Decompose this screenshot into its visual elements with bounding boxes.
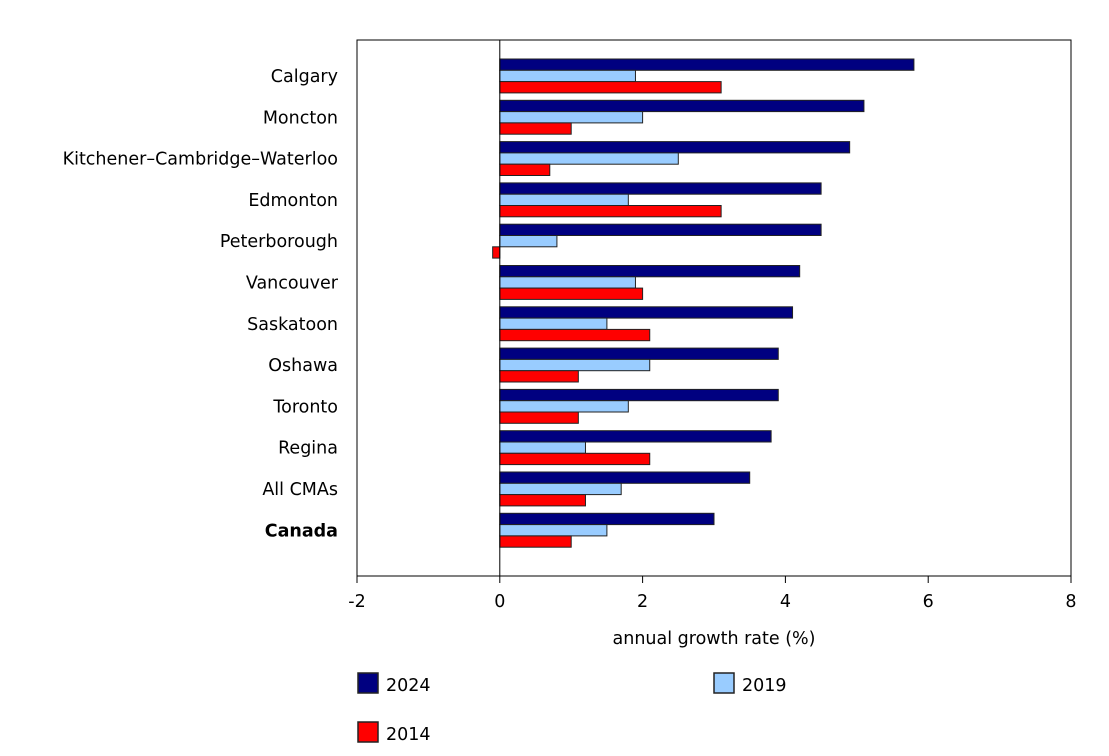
category-label: All CMAs — [262, 480, 338, 500]
category-label: Canada — [265, 521, 338, 541]
category-label: Kitchener–Cambridge–Waterloo — [63, 150, 338, 170]
bar-2019 — [499, 358, 651, 372]
x-tick-label: 4 — [780, 592, 791, 612]
bar-2019 — [499, 482, 622, 496]
x-tick-label: 8 — [1065, 592, 1076, 612]
bar-2014 — [499, 535, 572, 548]
legend-swatch-2014 — [357, 721, 379, 743]
category-label: Peterborough — [220, 232, 338, 252]
bar-2019 — [499, 152, 679, 165]
bar-2014 — [499, 287, 644, 300]
bar-2014 — [499, 122, 572, 135]
x-tick-label: 0 — [494, 592, 505, 612]
category-label: Calgary — [271, 67, 338, 87]
category-label: Oshawa — [268, 356, 338, 376]
bar-2014 — [499, 370, 579, 383]
bar-2024 — [499, 471, 751, 484]
bar-2024 — [499, 58, 915, 71]
category-label: Saskatoon — [247, 315, 338, 335]
category-label: Edmonton — [248, 191, 338, 211]
bar-2019 — [499, 524, 608, 537]
legend-label: 2024 — [386, 676, 431, 696]
plot-frame — [356, 39, 1072, 577]
bar-2019 — [499, 276, 636, 289]
category-label: Moncton — [263, 108, 338, 128]
x-tick-label: 2 — [637, 592, 648, 612]
category-label: Vancouver — [246, 273, 339, 293]
bar-2024 — [499, 430, 772, 443]
bar-2014 — [499, 163, 551, 176]
category-label: Toronto — [272, 397, 338, 417]
bar-2019 — [499, 317, 608, 330]
bar-2024 — [499, 99, 865, 113]
x-tick-label: 6 — [923, 592, 934, 612]
bar-2019 — [499, 193, 629, 206]
bar-2024 — [499, 306, 794, 319]
legend-swatch-2024 — [357, 672, 379, 694]
bar-2014 — [499, 81, 722, 94]
legend-label: 2019 — [742, 676, 787, 696]
bar-2014 — [499, 411, 579, 424]
bar-2019 — [499, 400, 629, 413]
bar-2024 — [499, 223, 822, 236]
bar-2024 — [499, 182, 822, 195]
bar-2014 — [499, 452, 651, 466]
bar-2014 — [499, 328, 651, 342]
bar-2019 — [499, 441, 586, 454]
legend-label: 2014 — [386, 725, 431, 745]
bar-2014 — [492, 246, 501, 259]
category-label: Regina — [278, 439, 338, 459]
bar-2024 — [499, 265, 801, 278]
bar-2019 — [499, 235, 558, 248]
bar-2024 — [499, 388, 779, 402]
bar-2014 — [499, 205, 722, 218]
bar-2019 — [499, 111, 644, 124]
legend-swatch-2019 — [713, 672, 735, 694]
x-tick-label: -2 — [348, 592, 365, 612]
x-axis-label: annual growth rate (%) — [613, 629, 816, 649]
bar-2024 — [499, 141, 851, 154]
bar-2024 — [499, 347, 779, 360]
bar-2019 — [499, 69, 636, 83]
bar-2014 — [499, 494, 586, 507]
bar-2024 — [499, 512, 715, 526]
